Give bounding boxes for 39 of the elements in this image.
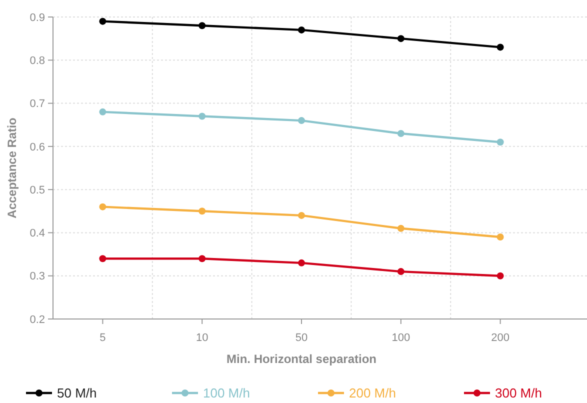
- point: [496, 234, 504, 241]
- point: [397, 35, 404, 42]
- point: [198, 255, 206, 262]
- point: [397, 224, 404, 232]
- legend-label: 200 M/h: [349, 386, 396, 401]
- legend-label: 100 M/h: [203, 386, 250, 401]
- legend-label: 50 M/h: [57, 386, 97, 401]
- y-tick-label: 0.4: [30, 228, 45, 240]
- point: [198, 208, 206, 215]
- x-tick-label: 200: [491, 332, 510, 344]
- x-tick-label: 5: [100, 332, 106, 344]
- point: [496, 138, 504, 146]
- y-tick-label: 0.3: [30, 270, 45, 283]
- x-tick-label: 10: [196, 332, 208, 344]
- y-tick-label: 0.6: [30, 141, 45, 154]
- point: [99, 255, 106, 262]
- y-tick-label: 0.2: [30, 314, 45, 326]
- point: [298, 259, 305, 266]
- y-tick-label: 0.9: [30, 12, 45, 24]
- point: [397, 268, 404, 276]
- x-axis-title: Min. Horizontal separation: [226, 352, 377, 366]
- point: [99, 203, 106, 210]
- point: [298, 26, 305, 34]
- point: [496, 44, 504, 51]
- y-tick-label: 0.7: [30, 98, 45, 110]
- point: [198, 112, 206, 120]
- y-tick-label: 0.5: [30, 184, 45, 196]
- x-tick-label: 100: [392, 332, 410, 344]
- point: [99, 108, 106, 116]
- y-tick-label: 0.8: [30, 54, 45, 67]
- point: [298, 117, 305, 124]
- legend-label: 300 M/h: [495, 386, 542, 401]
- point: [99, 18, 106, 25]
- x-tick-label: 50: [295, 332, 308, 344]
- point: [198, 22, 206, 30]
- y-axis-title: Acceptance Ratio: [5, 118, 19, 218]
- point: [298, 212, 305, 219]
- point: [397, 130, 404, 137]
- point: [496, 272, 504, 280]
